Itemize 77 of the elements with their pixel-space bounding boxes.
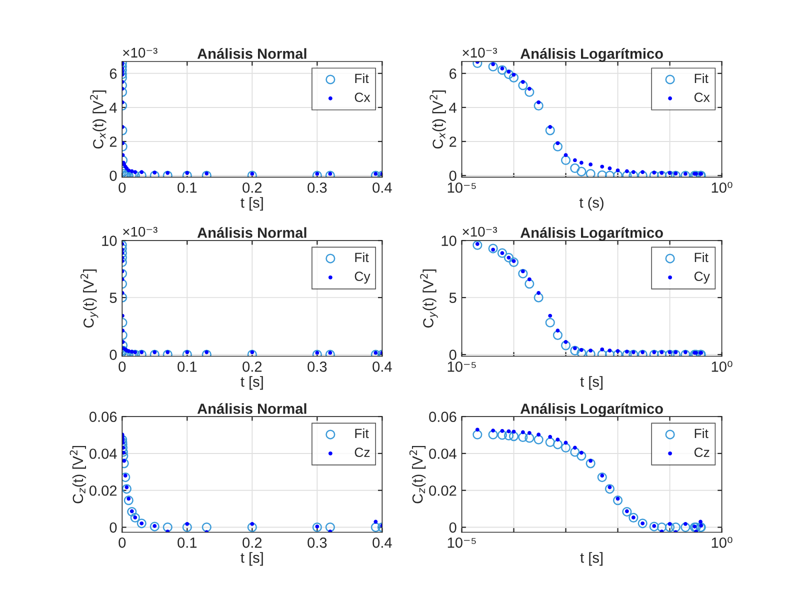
- y-axis-title: C$_{x}$(t) [V$^{2}$]: [90, 90, 106, 149]
- y-tick-label: 4: [110, 102, 117, 113]
- x-tick-label: 10⁰: [712, 536, 732, 548]
- legend-label: Cy: [354, 272, 370, 284]
- y-tick-label: 6: [110, 68, 117, 79]
- legend-label: Cz: [354, 448, 370, 458]
- chart-title: Análisis Logarítmico: [520, 48, 663, 62]
- y-tick-label: 0: [110, 522, 117, 533]
- x-tick-label: 0.4: [372, 182, 392, 193]
- chart-title: Análisis Normal: [197, 48, 306, 59]
- x-tick-label: 0.4: [372, 538, 392, 548]
- chart-title: Análisis Logarítmico: [520, 227, 663, 241]
- x-tick-label: 10⁻⁵: [448, 538, 476, 548]
- y-tick-label: 0.04: [429, 448, 456, 459]
- y-tick-label: 0.02: [429, 485, 456, 496]
- y-tick-label: 4: [449, 102, 456, 113]
- x-axis-title: t [s]: [240, 552, 263, 566]
- x-tick-label: 0.2: [242, 182, 262, 193]
- x-tick-label: 0.4: [372, 362, 392, 372]
- y-tick-label: 2: [110, 136, 117, 147]
- text: ×10⁻³: [462, 48, 498, 58]
- x-tick-label: 10⁻⁵: [448, 182, 476, 193]
- y-tick-label: 0: [449, 350, 456, 360]
- text: ×10⁻³: [123, 226, 158, 237]
- y-axis-title: C$_{z}$(t) [V$^{2}$]: [409, 446, 426, 504]
- y-tick-label: 0.06: [429, 412, 456, 422]
- x-axis-title: t [s]: [240, 197, 263, 211]
- x-tick-label: 0.3: [308, 182, 327, 193]
- y-tick-label: 6: [450, 68, 456, 79]
- chart-title: Análisis Normal: [197, 403, 306, 414]
- x-axis-title: t (s): [579, 197, 604, 211]
- text: ×10⁻³: [462, 226, 498, 237]
- x-tick-label: 0.2: [242, 538, 262, 548]
- y-axis-title: C$_{y}$(t) [V$^{2}$]: [80, 270, 98, 328]
- y-tick-label: 0.04: [89, 448, 117, 459]
- y-tick-label: 0: [110, 350, 117, 360]
- x-tick-label: 0.1: [178, 538, 197, 548]
- legend-label: Fit: [355, 428, 369, 438]
- chart-title: Análisis Logarítmico: [520, 403, 663, 417]
- y-tick-label: 5: [449, 292, 456, 303]
- legend-label: Cx: [354, 92, 370, 102]
- x-tick-label: 10⁰: [712, 360, 732, 372]
- legend-label: Fit: [694, 428, 708, 438]
- x-tick-label: 0: [118, 182, 126, 193]
- x-tick-label: 0.3: [308, 362, 327, 372]
- y-tick-label: 0: [449, 170, 456, 181]
- legend-label: Cx: [694, 92, 710, 102]
- y-tick-label: 0: [449, 522, 456, 533]
- x-tick-label: 0.3: [308, 538, 327, 548]
- x-tick-label: 10⁻⁵: [448, 362, 476, 372]
- y-tick-label: 2: [450, 136, 456, 147]
- y-axis-title: C$_{x}$(t) [V$^{2}$]: [430, 90, 446, 149]
- x-tick-label: 0: [118, 362, 126, 372]
- text: ×10⁻³: [123, 48, 158, 58]
- y-axis-title: C$_{z}$(t) [V$^{2}$]: [70, 446, 86, 504]
- y-tick-label: 0: [110, 170, 117, 181]
- legend-label: Cz: [694, 448, 710, 458]
- x-tick-label: 0.2: [242, 362, 262, 372]
- y-tick-label: 10: [442, 236, 456, 246]
- y-tick-label: 5: [110, 292, 117, 303]
- x-axis-title: t [s]: [240, 376, 263, 390]
- legend-label: Fit: [355, 73, 369, 84]
- x-axis-title: t [s]: [580, 376, 602, 390]
- legend-label: Fit: [694, 252, 708, 262]
- y-tick-label: 0.02: [89, 485, 117, 496]
- x-tick-label: 0: [118, 538, 126, 548]
- legend-label: Cy: [694, 272, 710, 284]
- chart-title: Análisis Normal: [197, 227, 306, 238]
- y-axis-title: C$_{y}$(t) [V$^{2}$]: [420, 270, 438, 328]
- x-tick-label: 0.1: [178, 362, 197, 372]
- legend-label: Fit: [355, 252, 369, 262]
- x-tick-label: 10⁰: [712, 182, 732, 193]
- legend-label: Fit: [694, 73, 708, 84]
- y-tick-label: 10: [102, 236, 117, 246]
- x-axis-title: t [s]: [580, 552, 602, 566]
- y-tick-label: 0.06: [89, 412, 117, 422]
- x-tick-label: 0.1: [178, 182, 197, 193]
